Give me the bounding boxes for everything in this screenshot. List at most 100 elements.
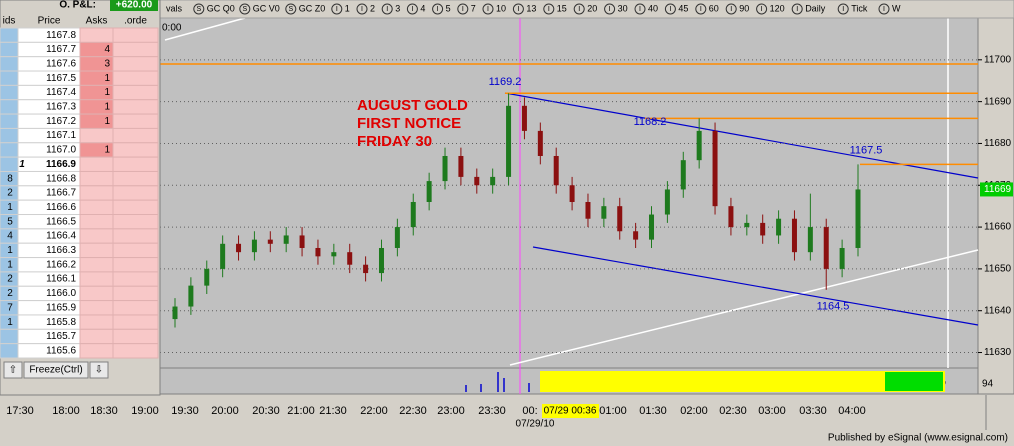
toolbar-item[interactable]: 2 <box>370 3 375 13</box>
toolbar-icon <box>381 3 393 15</box>
candle-body <box>204 268 210 286</box>
ask-cell <box>79 271 114 287</box>
bid-size: 5 <box>7 216 13 227</box>
toolbar-icon <box>239 3 251 15</box>
toolbar-icon-letter: I <box>437 6 439 13</box>
toolbar-icon <box>573 3 585 15</box>
up-button[interactable] <box>3 361 23 379</box>
y-tick-label: 11690 <box>984 96 1012 107</box>
x-tick-label: 18:00 <box>52 405 80 417</box>
footer: Published by eSignal (www.esignal.com) <box>828 433 1008 444</box>
order-cell <box>112 300 159 316</box>
order-cell <box>112 199 159 216</box>
price-axis <box>977 17 1014 395</box>
toolbar-icon <box>356 3 368 15</box>
candle-body <box>855 189 861 248</box>
toolbar-item[interactable]: 40 <box>648 3 658 13</box>
toolbar-item[interactable]: GC Q0 <box>207 3 235 13</box>
order-cell <box>112 156 159 172</box>
candle-body <box>490 176 496 186</box>
order-cell <box>112 343 159 359</box>
order-cell <box>112 99 159 115</box>
candle-body <box>712 130 718 207</box>
price: 1167.2 <box>46 116 76 127</box>
bid-size: 2 <box>7 288 13 299</box>
toolbar-icon-letter: I <box>578 6 580 13</box>
price-marker: 11669 <box>984 184 1012 195</box>
toolbar-icon <box>604 3 616 15</box>
candle-body <box>474 176 480 186</box>
toolbar-icon-letter: I <box>842 6 844 13</box>
toolbar-item[interactable]: 10 <box>496 3 506 13</box>
crosshair-label: 07/29 00:36 <box>544 406 597 417</box>
toolbar-item[interactable]: 60 <box>709 3 719 13</box>
order-cell <box>112 84 159 101</box>
order-cell <box>112 113 159 129</box>
toolbar-items: vals S GC Q0 S GC V0 S GC Z0 I 1 I 2 I 3 I 4 I 5 I 7 I 10 I 13… <box>166 3 901 15</box>
candle-body <box>458 155 464 177</box>
down-button[interactable] <box>89 361 109 379</box>
toolbar-item[interactable]: Tick <box>851 3 868 13</box>
toolbar-icon <box>482 3 494 15</box>
toolbar-item[interactable]: GC Z0 <box>299 3 326 13</box>
toolbar-icon <box>432 3 444 15</box>
toolbar-item[interactable]: 30 <box>618 3 628 13</box>
candle-body <box>410 201 416 228</box>
toolbar-item[interactable]: vals <box>166 3 183 13</box>
toolbar-item[interactable]: 7 <box>471 3 476 13</box>
toolbar-item[interactable]: Daily <box>805 3 826 13</box>
date-label: 07/29/10 <box>516 419 555 430</box>
toolbar-icon-letter: I <box>411 6 413 13</box>
trend-line <box>164 17 246 41</box>
toolbar-icon-letter: I <box>761 6 763 13</box>
channel-line <box>532 246 979 326</box>
toolbar-item[interactable]: 13 <box>526 3 536 13</box>
candle-body <box>315 247 321 257</box>
freeze-button[interactable] <box>23 361 89 379</box>
toolbar-item[interactable]: 5 <box>446 3 451 13</box>
toolbar-item[interactable]: 1 <box>345 3 350 13</box>
ask-cell <box>79 214 114 230</box>
candle-body <box>299 235 305 248</box>
order-cell <box>112 242 159 259</box>
toolbar-icon <box>193 3 205 15</box>
toolbar-item[interactable]: 45 <box>678 3 688 13</box>
toolbar-icon <box>878 3 890 15</box>
y-tick-label: 11700 <box>984 54 1012 65</box>
ask-cell <box>79 156 114 172</box>
toolbar-item[interactable]: 20 <box>587 3 597 13</box>
bid-size: 2 <box>7 274 13 285</box>
candle-body <box>394 227 400 248</box>
bid-cell <box>0 127 19 144</box>
info-box <box>540 371 945 392</box>
ask-cell <box>79 285 114 302</box>
candle-body <box>633 231 639 240</box>
bid-size: 2 <box>7 188 13 199</box>
price: 1167.0 <box>46 145 76 156</box>
pnl-label: O. P&L: <box>59 0 96 11</box>
order-cell <box>112 56 159 72</box>
toolbar-icon-letter: I <box>796 6 798 13</box>
toolbar-icon <box>543 3 555 15</box>
toolbar-item[interactable]: 4 <box>420 3 425 13</box>
ask-cell <box>79 343 114 359</box>
price-label: 1168.2 <box>634 116 667 128</box>
order-cell <box>112 27 159 43</box>
toolbar-item[interactable]: 3 <box>395 3 400 13</box>
toolbar-item[interactable]: 90 <box>739 3 749 13</box>
toolbar-item[interactable]: GC V0 <box>253 3 280 13</box>
candle-body <box>220 243 226 269</box>
candle-body <box>585 201 591 219</box>
price: 1166.4 <box>46 231 76 242</box>
price: 1166.2 <box>46 259 76 270</box>
toolbar-item[interactable]: 15 <box>557 3 567 13</box>
toolbar-item[interactable]: W <box>892 3 901 13</box>
toolbar-icon <box>695 3 707 15</box>
bid-cell <box>0 41 19 58</box>
price: 1167.5 <box>46 73 76 84</box>
price: 1167.1 <box>46 130 76 141</box>
toolbar-item[interactable]: 120 <box>770 3 785 13</box>
ask-cell <box>79 242 114 259</box>
candle-body <box>728 206 734 228</box>
